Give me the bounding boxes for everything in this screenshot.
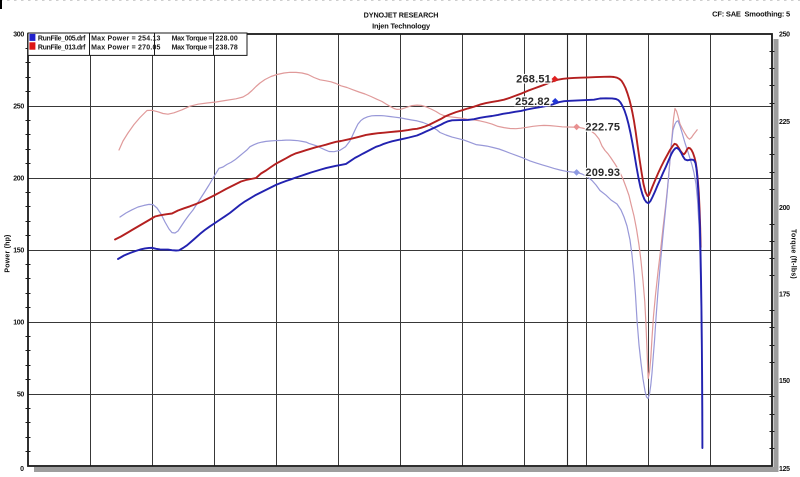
svg-text:RunFile_013.drf: RunFile_013.drf <box>38 44 86 51</box>
svg-text:175: 175 <box>779 292 790 299</box>
svg-text:50: 50 <box>17 391 25 398</box>
svg-text:250: 250 <box>779 32 790 39</box>
svg-text:268.51: 268.51 <box>516 74 551 86</box>
svg-text:CF: SAE Smoothing: 5: CF: SAE Smoothing: 5 <box>712 10 790 19</box>
svg-text:Max Torque =: Max Torque = <box>172 35 213 42</box>
svg-text:Injen Technology: Injen Technology <box>372 22 431 31</box>
svg-text:Power (hp): Power (hp) <box>5 234 12 272</box>
svg-text:100: 100 <box>13 319 24 326</box>
svg-text:Torque (ft-lbs): Torque (ft-lbs) <box>790 229 797 279</box>
svg-text:DYNOJET RESEARCH: DYNOJET RESEARCH <box>364 11 439 20</box>
svg-text:150: 150 <box>779 378 790 385</box>
svg-text:RunFile_005.drf: RunFile_005.drf <box>38 35 86 42</box>
svg-text:125: 125 <box>779 466 790 472</box>
svg-text:200: 200 <box>13 175 24 182</box>
svg-text:200: 200 <box>779 205 790 212</box>
svg-text:250: 250 <box>13 103 24 110</box>
svg-text:252.82: 252.82 <box>515 96 550 108</box>
svg-text:Max Torque =: Max Torque = <box>172 44 213 51</box>
svg-text:150: 150 <box>13 247 24 254</box>
svg-text:238.78: 238.78 <box>215 44 238 51</box>
svg-text:225: 225 <box>779 119 790 126</box>
svg-text:Max Power = 254.13: Max Power = 254.13 <box>91 35 161 42</box>
svg-text:209.93: 209.93 <box>585 167 620 179</box>
svg-text:0: 0 <box>20 466 24 472</box>
svg-text:222.75: 222.75 <box>585 121 620 133</box>
svg-text:228.00: 228.00 <box>215 35 238 42</box>
svg-text:Max Power = 270.05: Max Power = 270.05 <box>91 44 161 51</box>
svg-text:300: 300 <box>13 31 24 38</box>
